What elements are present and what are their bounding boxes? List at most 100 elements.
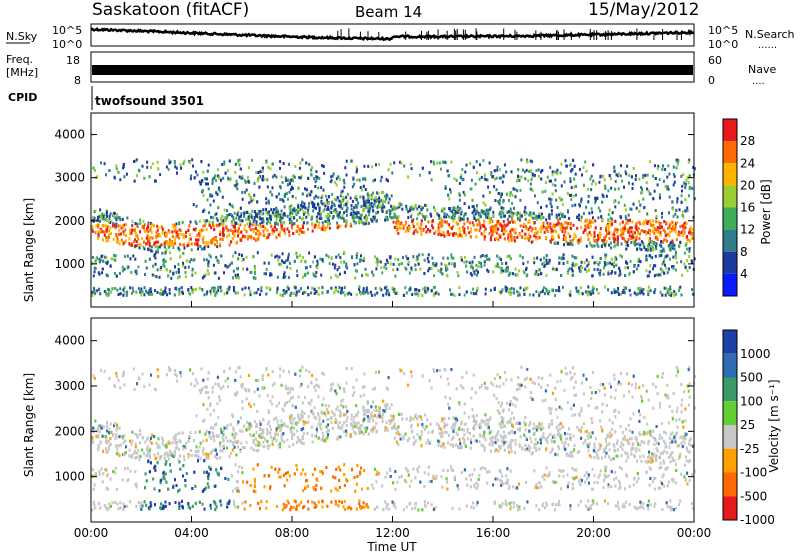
range-cell <box>131 232 133 235</box>
range-cell <box>155 245 157 248</box>
range-cell <box>389 198 391 201</box>
range-cell <box>535 169 537 172</box>
range-cell <box>205 182 207 185</box>
range-cell <box>136 174 138 177</box>
range-cell <box>673 225 675 228</box>
range-cell <box>249 213 251 216</box>
range-cell <box>625 248 627 251</box>
range-cell <box>262 175 264 178</box>
range-cell <box>616 231 618 234</box>
range-cell <box>150 166 152 169</box>
range-cell <box>522 169 524 172</box>
range-cell <box>112 258 114 261</box>
range-cell <box>570 198 572 201</box>
range-cell <box>286 266 288 269</box>
range-cell <box>587 286 589 289</box>
range-cell <box>621 243 623 246</box>
range-cell <box>607 224 609 227</box>
range-cell <box>378 163 380 166</box>
range-cell <box>214 288 216 291</box>
range-cell <box>92 230 94 233</box>
range-cell <box>393 263 395 266</box>
range-cell <box>499 236 501 239</box>
range-cell <box>600 215 602 218</box>
range-cell <box>322 228 324 231</box>
range-cell <box>629 207 631 210</box>
range-cell <box>103 215 105 218</box>
range-cell <box>165 268 167 271</box>
range-cell <box>318 226 320 229</box>
range-cell <box>603 239 605 242</box>
range-cell <box>518 179 520 182</box>
range-cell <box>683 263 685 266</box>
range-cell <box>464 193 466 196</box>
range-cell <box>190 174 192 177</box>
range-cell <box>246 230 248 233</box>
range-cell <box>232 222 234 225</box>
range-cell <box>144 273 146 276</box>
range-cell <box>339 273 341 276</box>
range-cell <box>691 260 693 263</box>
range-cell <box>557 219 559 222</box>
range-cell <box>575 173 577 176</box>
range-cell <box>284 205 286 208</box>
range-cell <box>116 275 118 278</box>
range-cell <box>461 211 463 214</box>
range-cell <box>325 195 327 198</box>
range-cell <box>665 221 667 224</box>
range-cell <box>370 204 372 207</box>
range-cell <box>116 167 118 170</box>
range-cell <box>315 170 317 173</box>
range-cell <box>374 255 376 258</box>
range-cell <box>213 228 215 231</box>
range-cell <box>256 291 258 294</box>
range-cell <box>421 233 423 236</box>
site-title: Saskatoon (fitACF) <box>92 0 249 20</box>
range-cell <box>627 222 629 225</box>
range-cell <box>170 257 172 260</box>
range-cell <box>672 245 674 248</box>
range-cell <box>521 176 523 179</box>
range-cell <box>199 245 201 248</box>
range-cell <box>663 220 665 223</box>
range-cell <box>538 291 540 294</box>
range-cell <box>154 257 156 260</box>
range-cell <box>407 257 409 260</box>
range-cell <box>306 266 308 269</box>
range-cell <box>546 290 548 293</box>
range-cell <box>287 215 289 218</box>
range-cell <box>262 167 264 170</box>
range-cell <box>547 292 549 295</box>
range-cell <box>542 290 544 293</box>
range-cell <box>291 226 293 229</box>
range-cell <box>447 257 449 260</box>
range-cell <box>515 195 517 198</box>
range-cell <box>192 268 194 271</box>
range-cell <box>681 274 683 277</box>
range-cell <box>593 232 595 235</box>
range-cell <box>188 224 190 227</box>
range-cell <box>298 187 300 190</box>
range-cell <box>359 217 361 220</box>
range-cell <box>299 254 301 257</box>
range-cell <box>633 203 635 206</box>
range-cell <box>169 288 171 291</box>
range-cell <box>626 241 628 244</box>
range-cell <box>543 265 545 268</box>
range-cell <box>265 197 267 200</box>
range-cell <box>94 267 96 270</box>
range-cell <box>505 286 507 289</box>
range-cell <box>189 293 191 296</box>
range-cell <box>580 286 582 289</box>
range-cell <box>628 214 630 217</box>
range-cell <box>459 182 461 185</box>
range-cell <box>475 235 477 238</box>
range-cell <box>224 208 226 211</box>
range-cell <box>659 226 661 229</box>
range-cell <box>507 218 509 221</box>
range-cell <box>429 230 431 233</box>
range-cell <box>533 212 535 215</box>
range-cell <box>267 166 269 169</box>
range-cell <box>530 188 532 191</box>
range-cell <box>641 291 643 294</box>
